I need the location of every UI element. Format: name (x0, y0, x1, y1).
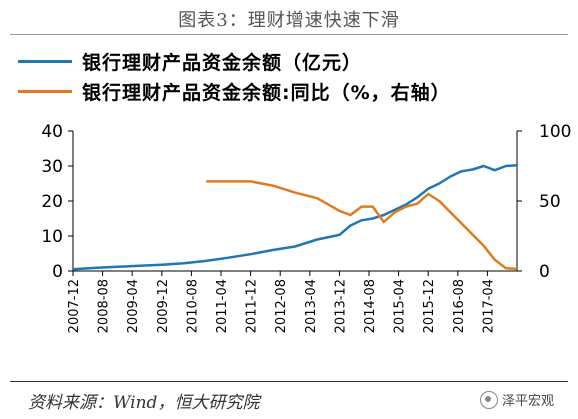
figure-title: 图表3：理财增速快速下滑 (178, 10, 400, 31)
x-tick-label: 2010-08 (185, 279, 200, 333)
series-line-balance (72, 164, 518, 271)
left-tick-label: 20 (41, 192, 63, 212)
x-tick-label: 2017-04 (481, 279, 496, 333)
left-tick-label: 30 (41, 157, 63, 177)
left-tick-label: 0 (52, 262, 63, 282)
x-tick-label: 2009-12 (156, 279, 171, 333)
x-tick-label: 2007-12 (67, 279, 82, 333)
legend-swatch-balance (18, 59, 72, 63)
x-tick-label: 2016-08 (452, 279, 467, 333)
left-tick-label: 40 (41, 122, 63, 142)
x-tick-label: 2015-04 (393, 279, 408, 333)
bottom-rule (10, 381, 568, 382)
x-tick-label: 2014-08 (363, 279, 378, 333)
x-tick-label: 2011-12 (245, 279, 260, 333)
chart-legend: 银行理财产品资金余额（亿元） 银行理财产品资金余额:同比（%，右轴） (18, 46, 451, 106)
wechat-icon (480, 390, 498, 409)
title-rule (10, 34, 568, 35)
x-tick-label: 2011-04 (215, 279, 230, 333)
x-tick-label: 2013-04 (304, 279, 319, 333)
legend-label-balance: 银行理财产品资金余额（亿元） (82, 51, 363, 74)
series-line-yoy (206, 180, 518, 271)
right-tick-label: 50 (539, 192, 561, 212)
x-tick-label: 2013-12 (333, 279, 348, 333)
x-tick-label: 2008-08 (97, 279, 112, 333)
source-note: 资料来源：Wind，恒大研究院 (28, 393, 260, 413)
legend-swatch-yoy (18, 89, 72, 93)
right-tick-label: 0 (539, 262, 550, 282)
watermark-label: 泽平宏观 (502, 394, 555, 409)
legend-label-yoy: 银行理财产品资金余额:同比（%，右轴） (82, 81, 451, 104)
legend-item-balance: 银行理财产品资金余额（亿元） (18, 46, 451, 76)
x-tick-label: 2012-08 (274, 279, 289, 333)
x-tick-label: 2015-12 (422, 279, 437, 333)
right-tick-label: 100 (539, 122, 571, 142)
watermark: 泽平宏观 (480, 390, 554, 409)
left-tick-label: 10 (41, 227, 63, 247)
legend-item-yoy: 银行理财产品资金余额:同比（%，右轴） (18, 76, 451, 106)
x-tick-label: 2009-04 (126, 279, 141, 333)
